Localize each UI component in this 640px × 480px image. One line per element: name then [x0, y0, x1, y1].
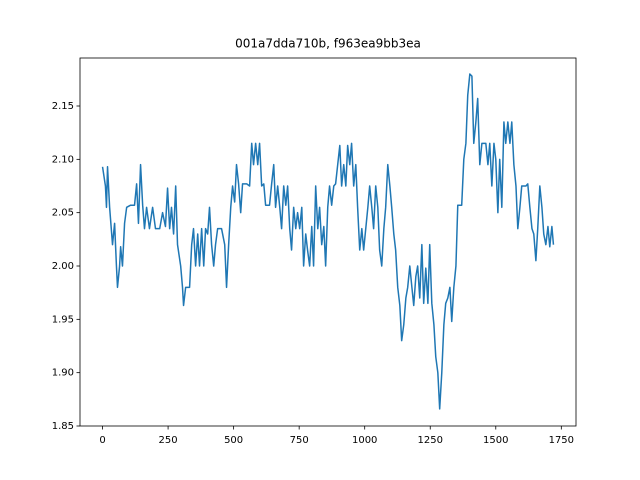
plot-frame — [79, 57, 577, 427]
x-tick-label: 1500 — [483, 435, 508, 446]
x-tick-label: 0 — [99, 435, 105, 446]
y-tick-label: 2.10 — [52, 154, 74, 165]
chart-title: 001a7dda710b, f963ea9bb3ea — [235, 37, 421, 51]
y-tick-label: 2.00 — [52, 261, 74, 272]
y-tick-label: 1.85 — [52, 421, 74, 432]
y-tick-label: 2.15 — [52, 101, 74, 112]
y-tick-label: 1.95 — [52, 314, 74, 325]
x-tick-label: 1250 — [418, 435, 443, 446]
line — [101, 73, 555, 410]
x-tick-label: 1750 — [549, 435, 574, 446]
y-tick-label: 1.90 — [52, 368, 74, 379]
x-tick-label: 250 — [159, 435, 178, 446]
x-tick-label: 500 — [224, 435, 243, 446]
y-tick-label: 2.05 — [52, 208, 74, 219]
x-tick-label: 750 — [290, 435, 309, 446]
x-tick-label: 1000 — [352, 435, 377, 446]
